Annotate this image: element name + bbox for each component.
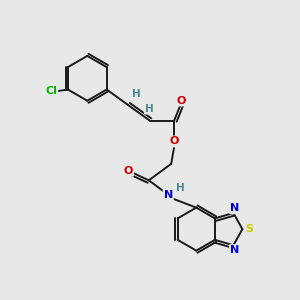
Text: O: O — [169, 136, 179, 146]
Text: H: H — [132, 89, 141, 99]
Text: Cl: Cl — [46, 86, 57, 96]
Text: N: N — [230, 203, 239, 213]
Text: H: H — [176, 183, 185, 193]
Text: N: N — [164, 190, 173, 200]
Text: N: N — [230, 245, 239, 255]
Text: H: H — [145, 103, 154, 114]
Text: O: O — [177, 96, 186, 106]
Text: S: S — [245, 224, 253, 234]
Text: O: O — [124, 166, 133, 176]
